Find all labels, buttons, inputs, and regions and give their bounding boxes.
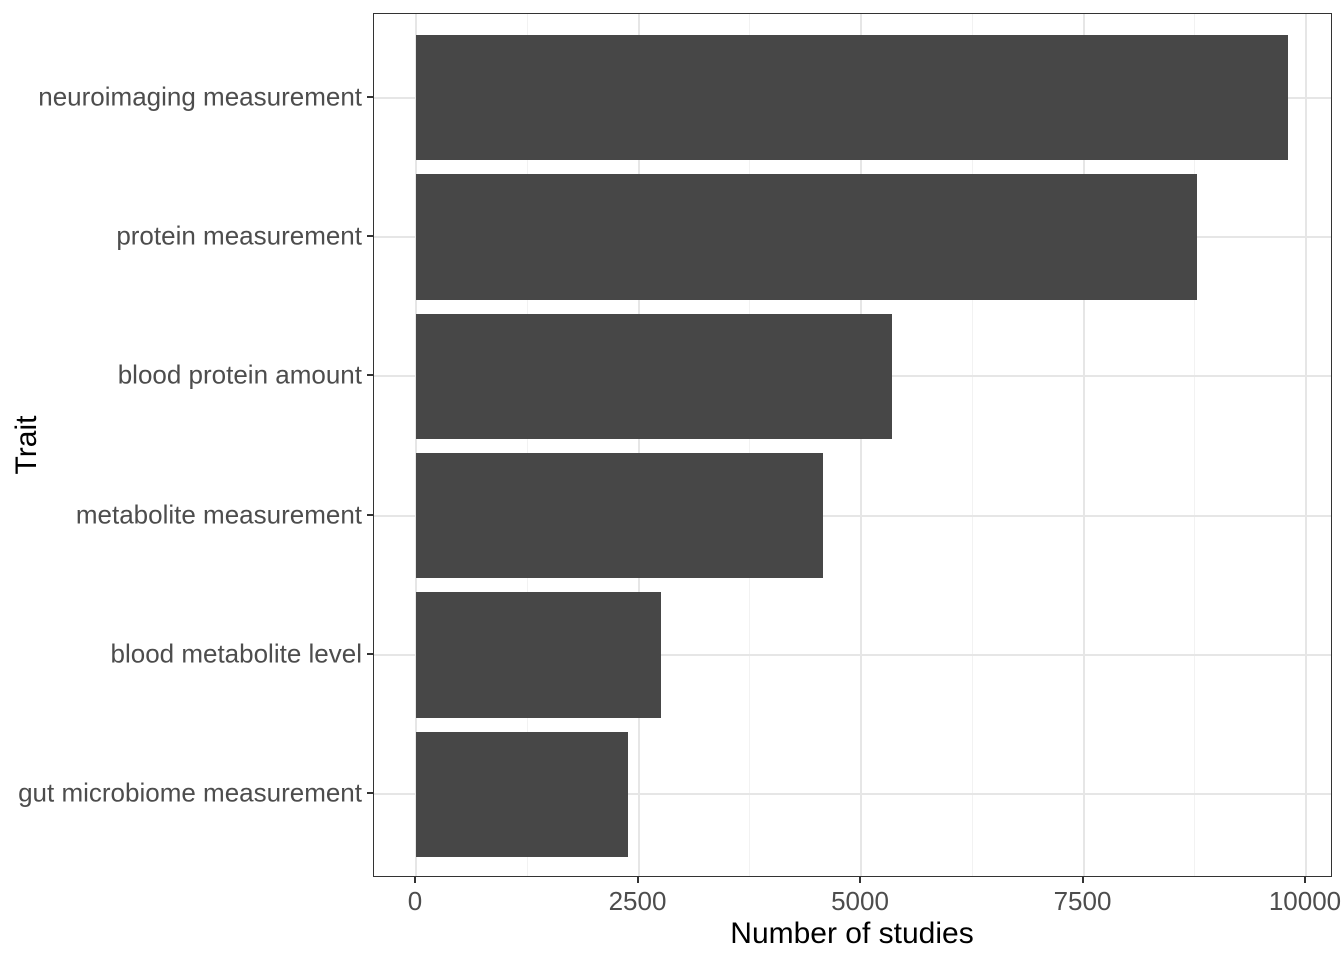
bar [416,731,628,858]
minor-gridline-x [526,14,528,876]
y-tick-mark [367,513,373,516]
y-tick-mark [367,792,373,795]
y-tick-label: gut microbiome measurement [18,777,362,808]
y-tick-label: protein measurement [116,220,362,251]
x-tick-mark [414,877,416,883]
x-axis-title: Number of studies [730,917,974,950]
x-tick-mark [636,877,639,883]
major-gridline-x [415,14,417,876]
major-gridline-y [374,793,1331,796]
major-gridline-x [860,14,862,876]
y-axis-title: Trait [10,415,43,475]
x-tick-label: 2500 [608,886,667,916]
bar [416,174,1197,300]
major-gridline-x [1082,14,1085,876]
bar [416,592,661,718]
y-tick-label: metabolite measurement [75,499,362,530]
minor-gridline-x [971,14,973,876]
x-tick-mark [1304,877,1306,883]
x-tick-label: 7500 [1053,886,1112,916]
bar [416,313,893,440]
y-tick-label: neuroimaging measurement [38,81,362,112]
y-tick-label: blood metabolite level [110,638,363,669]
y-tick-label: blood protein amount [117,359,362,390]
plot-panel [373,13,1332,877]
bar [416,452,823,579]
x-tick-label: 10000 [1268,886,1342,916]
minor-gridline-x [749,14,751,876]
major-gridline-y [374,654,1331,657]
bar [416,34,1289,161]
y-tick-mark [367,234,373,237]
major-gridline-y [374,514,1331,517]
x-tick-label: 5000 [831,886,889,916]
x-tick-label: 0 [407,886,423,916]
x-tick-mark [859,877,861,883]
y-tick-mark [367,95,373,98]
x-tick-mark [1081,877,1084,883]
minor-gridline-x [1194,14,1196,876]
y-tick-mark [367,653,373,656]
y-tick-mark [367,374,373,377]
major-gridline-x [637,14,640,876]
major-gridline-x [1305,14,1307,876]
